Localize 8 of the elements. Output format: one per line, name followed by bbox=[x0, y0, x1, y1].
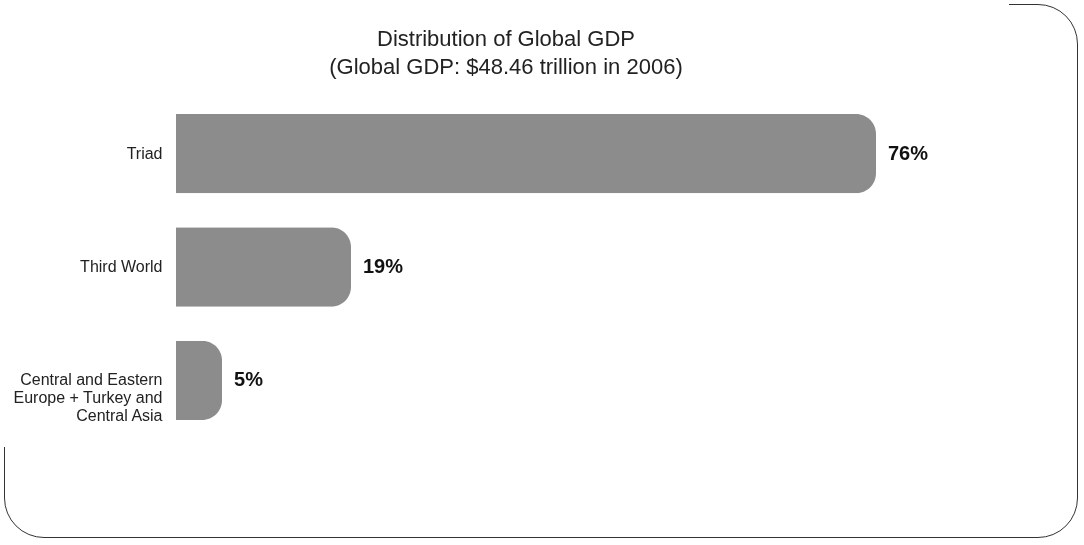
data-label: 19% bbox=[363, 255, 404, 277]
y-tick-label: Third World bbox=[80, 258, 163, 275]
y-tick-label: Central and Eastern Europe + Turkey and Central Asia bbox=[13, 371, 163, 425]
y-tick-label: Triad bbox=[126, 144, 163, 162]
chart-subtitle: (Global GDP: $48.46 trillion in 2006) bbox=[329, 54, 683, 79]
data-label: 5% bbox=[234, 368, 264, 391]
chart-title: Distribution of Global GDP bbox=[377, 26, 635, 51]
data-label: 76% bbox=[888, 141, 929, 164]
